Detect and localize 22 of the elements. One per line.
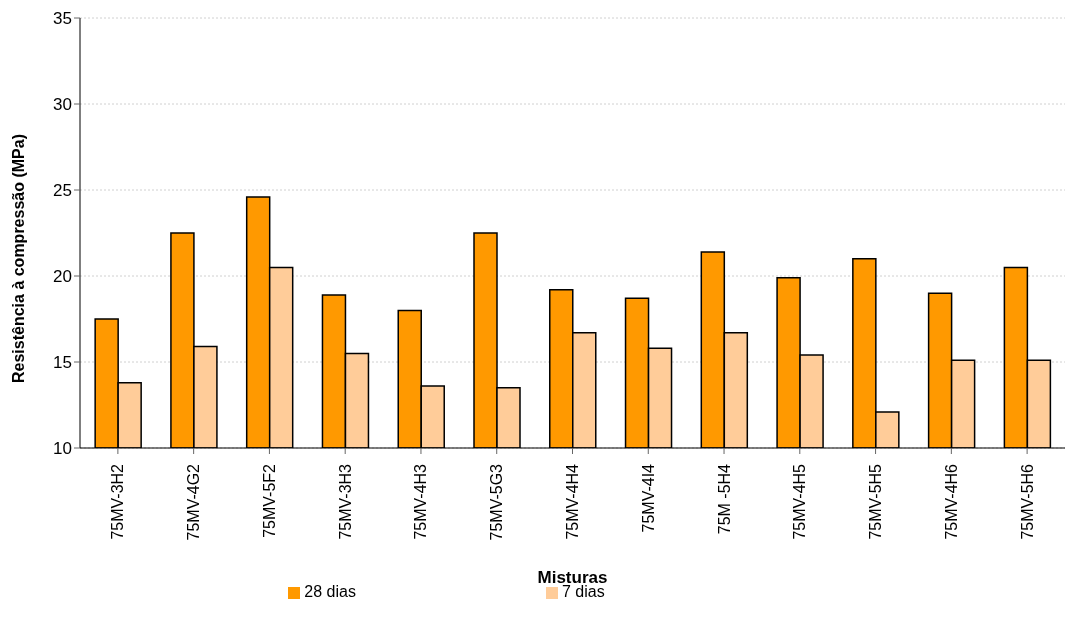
legend-label: 28 dias (304, 583, 356, 600)
x-tick-label: 75MV-4I4 (639, 463, 657, 533)
y-axis-title: Resistência à compressão (MPa) (9, 134, 27, 383)
x-tick-label: 75MV-5H6 (1018, 463, 1036, 540)
legend-label: 7 dias (561, 583, 605, 600)
x-tick-label: 75M -5H4 (715, 463, 733, 535)
y-tick-label: 35 (53, 9, 72, 29)
x-tick-label: 75MV-5G3 (488, 463, 506, 541)
x-tick-label: 75MV-4H4 (564, 463, 581, 540)
x-tick-label: 75MV-5H5 (867, 463, 885, 540)
x-tick-label: 75MV-4H3 (412, 463, 430, 540)
x-tick-label: 75MV-4H6 (942, 463, 960, 540)
y-tick-label: 30 (53, 95, 72, 115)
x-tick-label: 75MV-5F2 (260, 463, 278, 538)
x-tick-label: 75MV-4G2 (185, 463, 203, 541)
x-tick-label: 75MV-3H2 (109, 463, 127, 540)
y-tick-label: 15 (53, 353, 72, 373)
y-tick-label: 10 (53, 439, 72, 459)
x-tick-label: 75MV-3H3 (336, 463, 354, 540)
x-tick-label: 75MV-4H5 (791, 463, 809, 540)
y-tick-label: 25 (53, 181, 72, 201)
y-tick-label: 20 (53, 267, 72, 287)
